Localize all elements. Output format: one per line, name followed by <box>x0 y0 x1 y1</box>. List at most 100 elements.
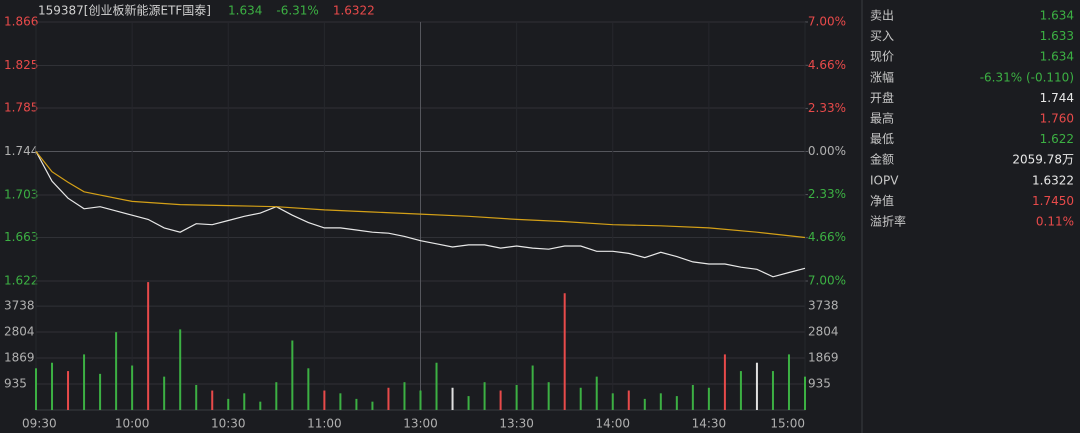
y-tick-label: 1.744 <box>4 144 38 158</box>
volume-bar <box>403 382 406 410</box>
quote-label: 卖出 <box>870 9 894 23</box>
volume-bar <box>307 368 310 410</box>
volume-bar <box>739 371 742 410</box>
volume-bar <box>115 332 118 410</box>
volume-bar <box>611 393 614 410</box>
volume-bar <box>163 376 166 410</box>
x-tick-label: 09:30 <box>22 417 57 431</box>
volume-bar <box>707 387 710 410</box>
header-value: -6.31% <box>276 4 318 18</box>
volume-bar <box>675 396 678 410</box>
x-tick-label: 15:00 <box>770 417 805 431</box>
header-value: 1.6322 <box>333 4 375 18</box>
volume-bar <box>179 329 182 410</box>
volume-bar <box>515 384 518 410</box>
volume-bar <box>67 371 70 410</box>
volume-tick-label-right: 1869 <box>808 351 839 365</box>
y2-tick-label: 4.66% <box>808 230 846 244</box>
quote-value: -6.31% (-0.110) <box>980 70 1074 84</box>
y2-tick-label: 0.00% <box>808 144 846 158</box>
y2-tick-label: 2.33% <box>808 101 846 115</box>
quote-label: 最高 <box>870 111 894 126</box>
quote-label: 净值 <box>870 193 894 208</box>
volume-bar <box>195 384 198 410</box>
quote-label: IOPV <box>870 173 899 187</box>
volume-tick-label: 1869 <box>4 351 35 365</box>
volume-bar <box>467 396 470 410</box>
quote-value: 1.634 <box>1040 50 1074 64</box>
volume-bar <box>291 340 294 410</box>
y-tick-label: 1.785 <box>4 100 38 114</box>
price-line <box>35 151 806 239</box>
volume-tick-label-right: 935 <box>808 377 831 391</box>
volume-bar <box>595 376 598 410</box>
volume-bar <box>659 393 662 410</box>
volume-tick-label: 3738 <box>4 299 35 313</box>
y2-tick-label: 4.66% <box>808 58 846 72</box>
volume-bar <box>323 390 326 410</box>
volume-bar <box>243 393 246 410</box>
y-tick-label: 1.663 <box>4 230 38 244</box>
volume-bar <box>499 390 502 410</box>
y2-tick-label: 2.33% <box>808 187 846 201</box>
volume-bar <box>99 373 102 410</box>
volume-bar <box>371 401 374 410</box>
x-tick-label: 13:30 <box>499 417 534 431</box>
volume-bar <box>387 387 390 410</box>
volume-tick-label-right: 3738 <box>808 299 839 313</box>
volume-bar <box>643 398 646 410</box>
volume-bar <box>131 365 134 410</box>
quote-label: 溢折率 <box>870 214 906 229</box>
price-line <box>35 151 806 278</box>
volume-tick-label: 935 <box>4 377 27 391</box>
volume-bar <box>259 401 262 410</box>
x-tick-label: 10:00 <box>115 417 150 431</box>
quote-label: 买入 <box>870 29 894 43</box>
quote-value: 1.6322 <box>1032 173 1074 187</box>
x-tick-label: 14:00 <box>595 417 630 431</box>
quote-value: 1.634 <box>1040 9 1074 23</box>
volume-bar <box>804 376 806 410</box>
volume-bar <box>483 382 486 410</box>
x-tick-label: 14:30 <box>692 417 727 431</box>
volume-tick-label-right: 2804 <box>808 325 839 339</box>
quote-value: 1.744 <box>1040 91 1074 105</box>
volume-bar <box>35 368 37 410</box>
quote-value: 2059.78万 <box>1012 153 1074 167</box>
quote-value: 1.760 <box>1040 112 1074 126</box>
volume-bar <box>691 384 694 410</box>
volume-bar <box>339 393 342 410</box>
quote-value: 1.633 <box>1040 29 1074 43</box>
volume-bar <box>723 354 726 410</box>
x-tick-label: 13:00 <box>403 417 438 431</box>
volume-bar <box>51 362 54 410</box>
volume-bar <box>355 398 358 410</box>
volume-bar <box>771 371 774 410</box>
y2-tick-label: 7.00% <box>808 15 846 29</box>
volume-bar <box>787 354 790 410</box>
volume-bar <box>275 382 278 410</box>
chart-title: 159387[创业板新能源ETF国泰] <box>38 3 211 18</box>
y-tick-label: 1.703 <box>4 188 38 202</box>
quote-label: 最低 <box>870 132 894 146</box>
volume-tick-label: 2804 <box>4 325 35 339</box>
volume-bar <box>147 282 150 410</box>
volume-bar <box>627 390 630 410</box>
volume-bar <box>563 293 566 410</box>
volume-bar <box>579 387 582 410</box>
volume-bar <box>435 362 438 410</box>
quote-label: 开盘 <box>870 90 894 105</box>
volume-bar <box>451 387 454 410</box>
volume-bar <box>531 365 534 410</box>
quote-value: 1.7450 <box>1032 194 1074 208</box>
x-tick-label: 11:00 <box>307 417 342 431</box>
quote-value: 1.622 <box>1040 132 1074 146</box>
quote-label: 现价 <box>870 50 894 64</box>
quote-label: 涨幅 <box>870 69 894 84</box>
volume-bar <box>211 390 214 410</box>
y-tick-label: 1.622 <box>4 274 38 288</box>
quote-label: 金额 <box>870 152 894 167</box>
